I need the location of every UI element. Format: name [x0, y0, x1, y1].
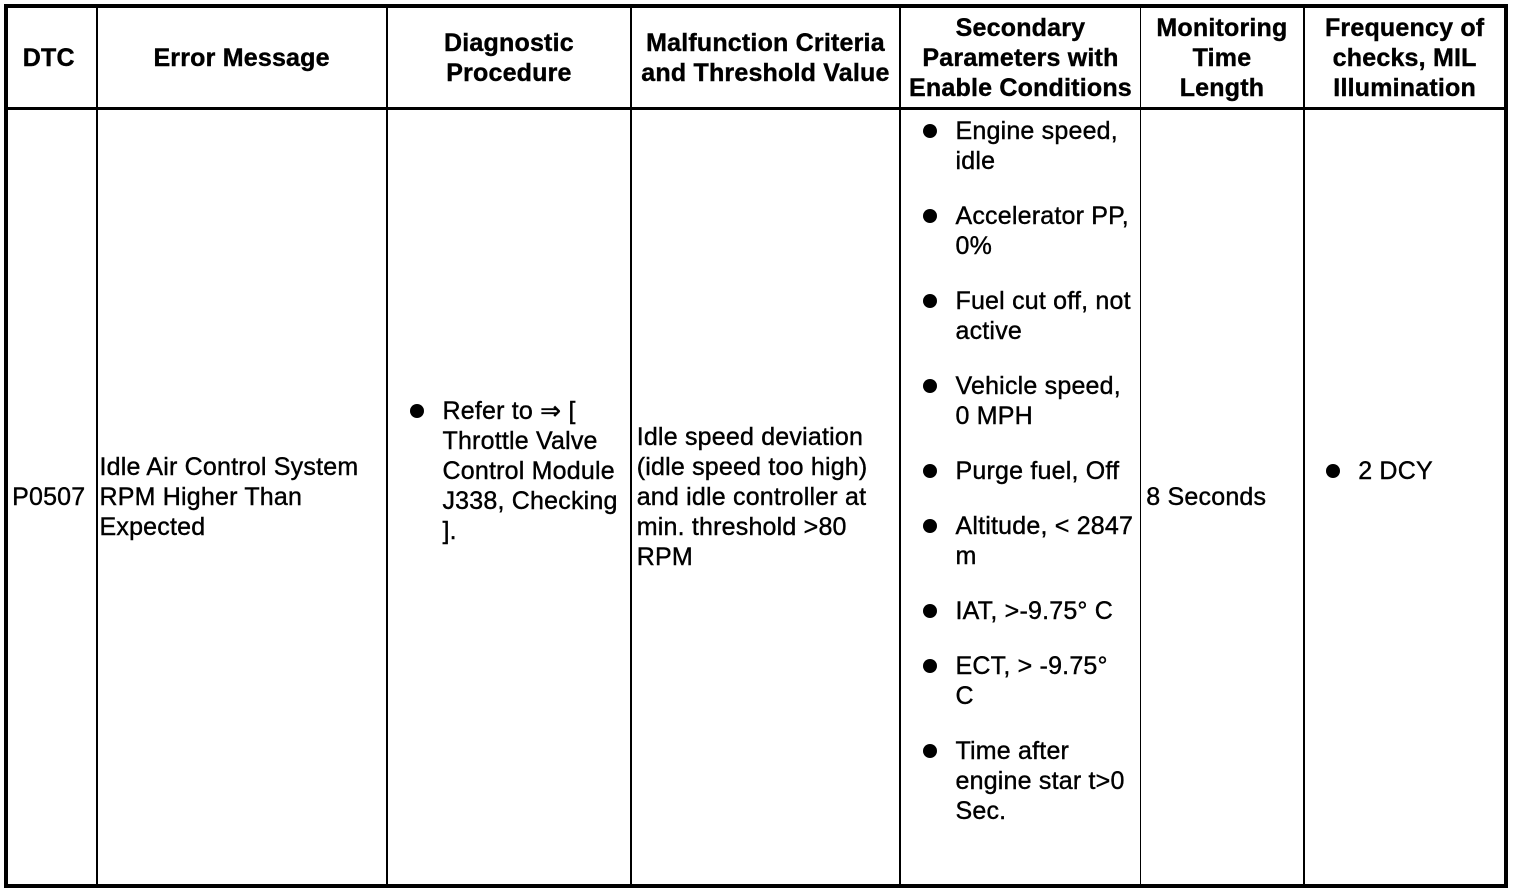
secondary-parameters-list: Engine speed, idle Accelerator PP, 0% Fu… [901, 116, 1140, 878]
list-item: Accelerator PP, 0% [901, 201, 1140, 261]
cell-monitoring-time: 8 Seconds [1141, 110, 1302, 884]
header-cell-diagnostic-procedure: Diagnostic Procedure [388, 8, 630, 107]
header-label-dtc: DTC [22, 43, 75, 72]
cell-secondary-parameters: Engine speed, idle Accelerator PP, 0% Fu… [901, 110, 1140, 884]
bullet-icon [922, 604, 937, 618]
secondary-parameter-text: IAT, >-9.75° C [955, 597, 1114, 625]
header-label-secondary-parameters: Secondary Parameters with Enable Conditi… [909, 13, 1132, 102]
secondary-parameter-text: Altitude, < 2847 m [955, 512, 1134, 570]
column-divider [95, 8, 98, 884]
header-cell-malfunction-criteria: Malfunction Criteria and Threshold Value [632, 8, 899, 107]
list-item: Engine speed, idle [901, 116, 1140, 176]
column-divider [898, 8, 902, 884]
header-label-diagnostic-procedure: Diagnostic Procedure [444, 28, 574, 87]
secondary-parameter-text: ECT, > -9.75° C [955, 652, 1108, 710]
table-data-row: P0507 Idle Air Control System RPM Higher… [8, 110, 1504, 884]
secondary-parameter-text: Engine speed, idle [955, 117, 1118, 175]
cell-malfunction-criteria: Idle speed deviation (idle speed too hig… [632, 110, 899, 884]
list-item: 2 DCY [1305, 456, 1504, 486]
list-item: ECT, > -9.75° C [901, 651, 1140, 711]
cell-frequency-of-checks: 2 DCY [1305, 110, 1504, 884]
secondary-parameter-text: Accelerator PP, 0% [955, 202, 1129, 260]
dtc-code: P0507 [12, 483, 86, 511]
bullet-icon [922, 659, 937, 673]
header-label-monitoring-time: Monitoring Time Length [1156, 13, 1288, 102]
list-item: Time after engine star t>0 Sec. [901, 736, 1140, 826]
header-cell-monitoring-time: Monitoring Time Length [1141, 8, 1302, 107]
bullet-icon [922, 124, 937, 138]
secondary-parameter-text: Vehicle speed, 0 MPH [955, 372, 1121, 430]
list-item: Refer to ⇒ [ Throttle Valve Control Modu… [388, 396, 630, 546]
header-cell-dtc: DTC [8, 8, 96, 107]
header-label-error-message: Error Message [153, 43, 330, 72]
column-divider [629, 8, 633, 884]
monitoring-time-text: 8 Seconds [1146, 483, 1267, 511]
bullet-icon [922, 379, 937, 393]
table-header-row: DTC Error Message Diagnostic Procedure M… [8, 8, 1504, 110]
list-item: Purge fuel, Off [901, 456, 1140, 486]
error-message-text: Idle Air Control System RPM Higher Than … [99, 453, 359, 541]
bullet-icon [922, 519, 937, 533]
frequency-of-checks-list: 2 DCY [1305, 456, 1504, 538]
header-cell-frequency-of-checks: Frequency of checks, MIL Illumination [1305, 8, 1504, 107]
bullet-icon [922, 744, 937, 758]
column-divider [1139, 8, 1142, 884]
secondary-parameter-text: Fuel cut off, not active [955, 287, 1131, 345]
column-divider [385, 8, 389, 884]
list-item: IAT, >-9.75° C [901, 596, 1140, 626]
secondary-parameter-text: Time after engine star t>0 Sec. [955, 737, 1125, 825]
cell-dtc-code: P0507 [8, 110, 96, 884]
cell-error-message: Idle Air Control System RPM Higher Than … [98, 110, 386, 884]
diagnostic-procedure-text: Refer to ⇒ [ Throttle Valve Control Modu… [442, 397, 618, 545]
header-cell-secondary-parameters: Secondary Parameters with Enable Conditi… [901, 8, 1140, 107]
header-cell-error-message: Error Message [98, 8, 386, 107]
list-item: Vehicle speed, 0 MPH [901, 371, 1140, 431]
bullet-icon [922, 464, 937, 478]
dtc-table: DTC Error Message Diagnostic Procedure M… [4, 4, 1508, 888]
list-item: Fuel cut off, not active [901, 286, 1140, 346]
bullet-icon [922, 294, 937, 308]
malfunction-criteria-text: Idle speed deviation (idle speed too hig… [636, 423, 868, 571]
diagnostic-procedure-list: Refer to ⇒ [ Throttle Valve Control Modu… [388, 396, 630, 598]
header-label-frequency-of-checks: Frequency of checks, MIL Illumination [1324, 13, 1485, 102]
cell-diagnostic-procedure: Refer to ⇒ [ Throttle Valve Control Modu… [388, 110, 630, 884]
bullet-icon [1326, 464, 1341, 478]
secondary-parameter-text: Purge fuel, Off [955, 457, 1120, 485]
bullet-icon [922, 209, 937, 223]
header-label-malfunction-criteria: Malfunction Criteria and Threshold Value [641, 28, 890, 87]
bullet-icon [409, 404, 424, 418]
list-item: Altitude, < 2847 m [901, 511, 1140, 571]
column-divider [1302, 8, 1306, 884]
frequency-of-checks-text: 2 DCY [1358, 457, 1433, 485]
